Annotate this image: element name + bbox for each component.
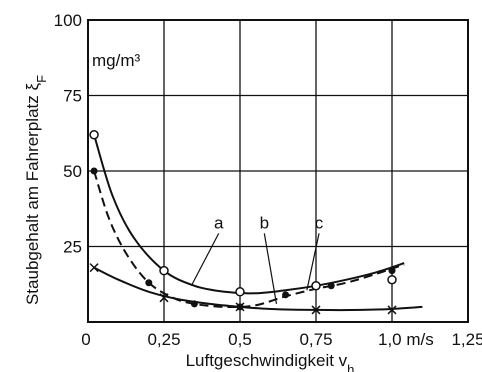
data-point-a — [159, 265, 169, 276]
y-axis-label: Staubgehalt am Fahrerplatz ξF — [23, 75, 49, 305]
curves — [93, 134, 423, 312]
grid — [87, 19, 469, 323]
data-point-a — [235, 287, 245, 297]
curve-label-a: a — [214, 213, 224, 232]
x-axis-label-text: Luftgeschwindigkeit v — [186, 351, 348, 370]
data-point-c — [235, 302, 245, 312]
data-point-b — [327, 282, 335, 290]
cross-stroke — [387, 305, 397, 315]
cross-stroke — [235, 302, 245, 312]
cross-stroke — [89, 263, 99, 273]
x-tick-label: 0,5 — [228, 330, 252, 349]
curve-annotations: a b c — [190, 213, 324, 304]
curve-label-b: b — [260, 213, 269, 232]
y-tick-label: 50 — [63, 162, 82, 181]
data-point-a — [311, 281, 321, 291]
tick-labels: 100 75 50 25 0 0,25 0,5 0,75 1,0 m/s 1,25 — [54, 11, 482, 349]
cross-stroke — [311, 305, 321, 315]
data-point-b — [90, 167, 98, 175]
data-point-a — [89, 130, 99, 140]
data-point-c — [89, 263, 99, 273]
x-axis-label-sub: h — [347, 362, 354, 372]
plot-frame — [87, 19, 469, 323]
x-tick-label: 1,0 m/s — [378, 330, 434, 349]
data-point-c — [311, 305, 321, 315]
leader-line-a — [190, 233, 220, 287]
y-axis-label-sub: F — [34, 75, 49, 83]
data-point-b — [190, 300, 198, 308]
data-point-c — [159, 293, 169, 303]
data-point-b — [145, 279, 153, 287]
x-axis-label: Luftgeschwindigkeit vh — [186, 351, 355, 372]
y-tick-label: 25 — [63, 238, 82, 257]
y-tick-label: 75 — [63, 87, 82, 106]
series-line-b — [93, 170, 405, 309]
y-axis-label-text: Staubgehalt am Fahrerplatz ξ — [23, 83, 42, 306]
series-line-a — [93, 134, 405, 295]
x-tick-label: 1,25 — [451, 330, 482, 349]
leader-line-b — [263, 233, 278, 304]
data-point-b — [388, 267, 396, 275]
data-point-b — [282, 291, 290, 299]
y-tick-label: 100 — [54, 11, 82, 30]
x-tick-label: 0,25 — [147, 330, 180, 349]
x-tick-label: 0 — [81, 330, 90, 349]
data-point-c — [387, 305, 397, 315]
y-unit-label: mg/m³ — [92, 51, 141, 70]
leader-line-c — [306, 233, 320, 291]
curve-label-c: c — [315, 213, 324, 232]
markers — [89, 130, 397, 315]
x-tick-label: 0,75 — [299, 330, 332, 349]
data-point-a — [387, 274, 397, 285]
cross-stroke — [159, 293, 169, 303]
